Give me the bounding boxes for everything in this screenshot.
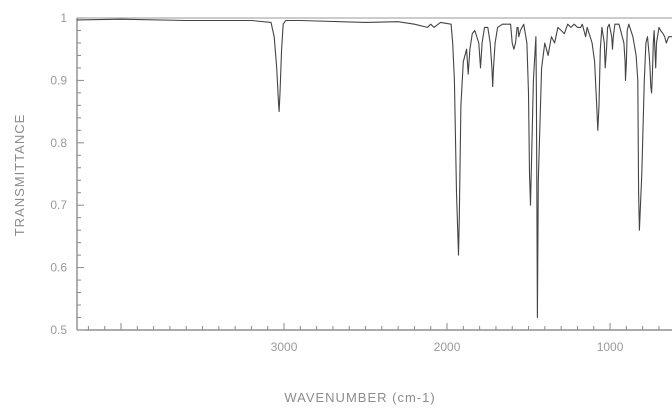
- y-axis-ticks: 0.5 0.6 0.7 0.8 0.9 1: [50, 11, 84, 337]
- spectrum-line: [76, 18, 672, 319]
- plot-frame: [76, 17, 672, 331]
- x-axis-title: WAVENUMBER (cm-1): [284, 390, 435, 405]
- spectrum-series: [76, 18, 672, 319]
- y-axis-title: TRANSMITTANCE: [12, 114, 27, 237]
- y-tick-label: 0.9: [50, 73, 67, 87]
- x-tick-label: 1000: [597, 340, 624, 354]
- x-tick-label: 2000: [434, 340, 461, 354]
- x-tick-label: 3000: [271, 340, 298, 354]
- y-tick-label: 0.8: [50, 136, 67, 150]
- x-axis-ticks: 3000 2000 1000: [87, 323, 660, 354]
- y-tick-label: 0.7: [50, 198, 67, 212]
- y-tick-label: 0.5: [50, 323, 67, 337]
- y-tick-label: 0.6: [50, 261, 67, 275]
- y-tick-label: 1: [60, 11, 67, 25]
